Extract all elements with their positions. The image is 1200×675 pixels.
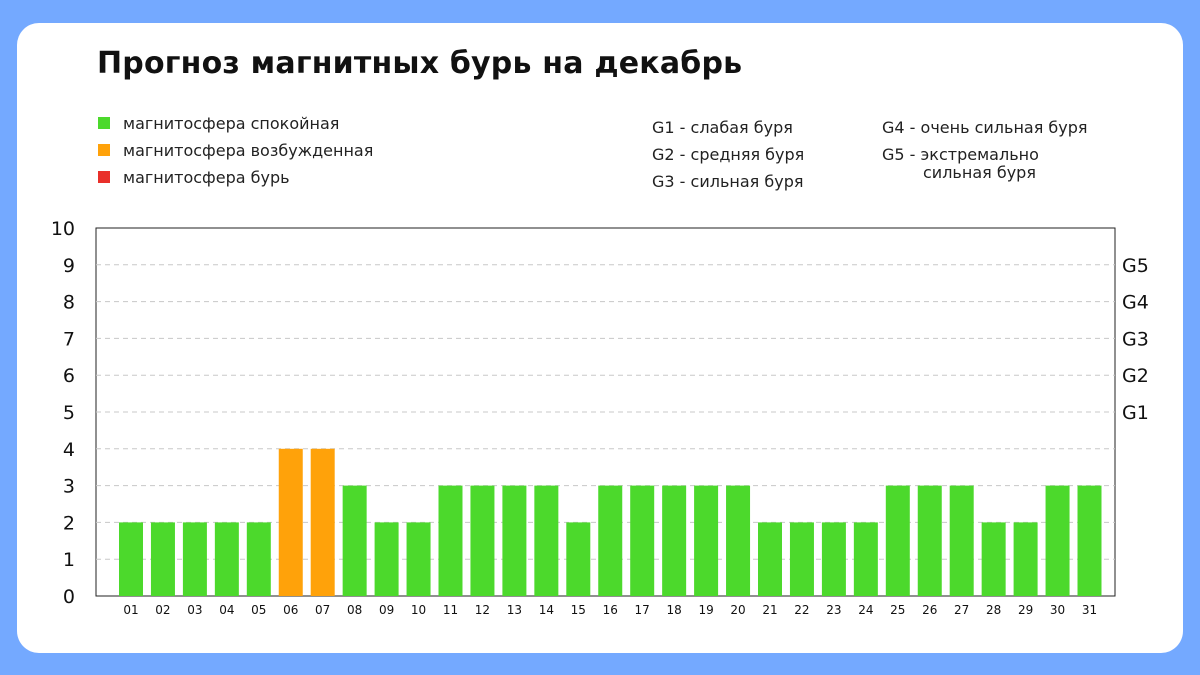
x-tick-label: 11 xyxy=(443,603,458,617)
bar-day-20 xyxy=(726,485,751,596)
y-tick-label: 8 xyxy=(63,292,75,314)
x-tick-label: 24 xyxy=(858,603,873,617)
y-tick-label: 2 xyxy=(63,512,75,534)
x-tick-label: 06 xyxy=(283,603,298,617)
x-tick-label: 12 xyxy=(475,603,490,617)
bar-day-15 xyxy=(566,522,591,596)
legend-label-calm: магнитосфера спокойная xyxy=(123,113,340,133)
bar-day-28 xyxy=(981,522,1006,596)
x-tick-label: 01 xyxy=(123,603,138,617)
x-tick-label: 31 xyxy=(1082,603,1097,617)
bar-day-21 xyxy=(758,522,782,596)
x-tick-label: 19 xyxy=(698,603,713,617)
bar-day-25 xyxy=(885,485,910,596)
x-tick-label: 25 xyxy=(890,603,905,617)
g-level-label-g2: G2 xyxy=(1122,365,1149,387)
legend-swatch-storm xyxy=(98,171,110,183)
bar-day-30 xyxy=(1045,485,1070,596)
y-tick-label: 4 xyxy=(63,439,75,461)
x-tick-label: 16 xyxy=(603,603,618,617)
bar-day-17 xyxy=(630,485,655,596)
legend-item-storm: магнитосфера бурь xyxy=(98,166,290,188)
y-tick-label: 10 xyxy=(51,218,75,240)
x-tick-label: 05 xyxy=(251,603,266,617)
g5-description-line2: сильная буря xyxy=(923,163,1036,182)
legend-label-storm: магнитосфера бурь xyxy=(123,167,290,187)
g2-description: G2 - средняя буря xyxy=(652,145,805,164)
bar-day-27 xyxy=(949,485,974,596)
bar-day-12 xyxy=(470,485,495,596)
x-tick-label: 07 xyxy=(315,603,330,617)
x-tick-label: 09 xyxy=(379,603,394,617)
x-tick-label: 15 xyxy=(571,603,586,617)
y-tick-label: 9 xyxy=(63,255,75,277)
bar-day-13 xyxy=(502,485,527,596)
bar-day-24 xyxy=(853,522,878,596)
y-tick-label: 0 xyxy=(63,586,75,608)
legend-item-excited: магнитосфера возбужденная xyxy=(98,139,373,161)
g5-description-line1: G5 - экстремально xyxy=(882,145,1039,164)
g1-description: G1 - слабая буря xyxy=(652,118,793,137)
bar-day-02 xyxy=(150,522,175,596)
bar-day-14 xyxy=(534,485,559,596)
x-tick-label: 20 xyxy=(730,603,745,617)
x-tick-label: 30 xyxy=(1050,603,1065,617)
g-level-label-g3: G3 xyxy=(1122,328,1149,350)
bar-day-22 xyxy=(789,522,814,596)
x-tick-label: 08 xyxy=(347,603,362,617)
x-tick-label: 03 xyxy=(187,603,202,617)
bar-day-18 xyxy=(662,485,687,596)
x-tick-label: 21 xyxy=(762,603,777,617)
y-tick-label: 5 xyxy=(63,402,75,424)
bar-day-23 xyxy=(821,522,846,596)
x-tick-label: 13 xyxy=(507,603,522,617)
bar-day-05 xyxy=(246,522,271,596)
x-tick-label: 29 xyxy=(1018,603,1033,617)
bar-day-08 xyxy=(342,485,367,596)
x-tick-label: 27 xyxy=(954,603,969,617)
bar-day-09 xyxy=(374,522,399,596)
bar-day-07 xyxy=(310,448,335,596)
g-level-label-g5: G5 xyxy=(1122,255,1149,277)
y-tick-label: 3 xyxy=(63,476,75,498)
legend-swatch-excited xyxy=(98,144,110,156)
x-tick-label: 02 xyxy=(155,603,170,617)
bar-day-04 xyxy=(214,522,239,596)
x-tick-label: 26 xyxy=(922,603,937,617)
chart-title: Прогноз магнитных бурь на декабрь xyxy=(97,46,743,81)
bar-day-26 xyxy=(917,485,942,596)
x-tick-label: 22 xyxy=(794,603,809,617)
y-tick-label: 1 xyxy=(63,549,75,571)
legend-swatch-calm xyxy=(98,117,110,129)
bar-day-16 xyxy=(598,485,623,596)
g4-description: G4 - очень сильная буря xyxy=(882,118,1088,137)
bar-day-01 xyxy=(119,522,143,596)
x-tick-label: 04 xyxy=(219,603,234,617)
g-level-label-g4: G4 xyxy=(1122,292,1149,314)
x-tick-label: 10 xyxy=(411,603,426,617)
bar-day-19 xyxy=(694,485,719,596)
bar-day-31 xyxy=(1077,485,1102,596)
x-tick-label: 14 xyxy=(539,603,554,617)
bar-day-06 xyxy=(278,448,303,596)
legend-label-excited: магнитосфера возбужденная xyxy=(123,140,374,160)
g3-description: G3 - сильная буря xyxy=(652,172,804,191)
bar-day-11 xyxy=(438,485,463,596)
y-tick-label: 6 xyxy=(63,365,75,387)
x-tick-label: 17 xyxy=(635,603,650,617)
bar-day-10 xyxy=(406,522,431,596)
x-tick-label: 23 xyxy=(826,603,841,617)
bar-day-29 xyxy=(1013,522,1038,596)
y-tick-label: 7 xyxy=(63,328,75,350)
g-level-label-g1: G1 xyxy=(1122,402,1149,424)
legend-item-calm: магнитосфера спокойная xyxy=(98,112,339,134)
x-tick-label: 18 xyxy=(667,603,682,617)
x-tick-label: 28 xyxy=(986,603,1001,617)
bar-day-03 xyxy=(182,522,207,596)
